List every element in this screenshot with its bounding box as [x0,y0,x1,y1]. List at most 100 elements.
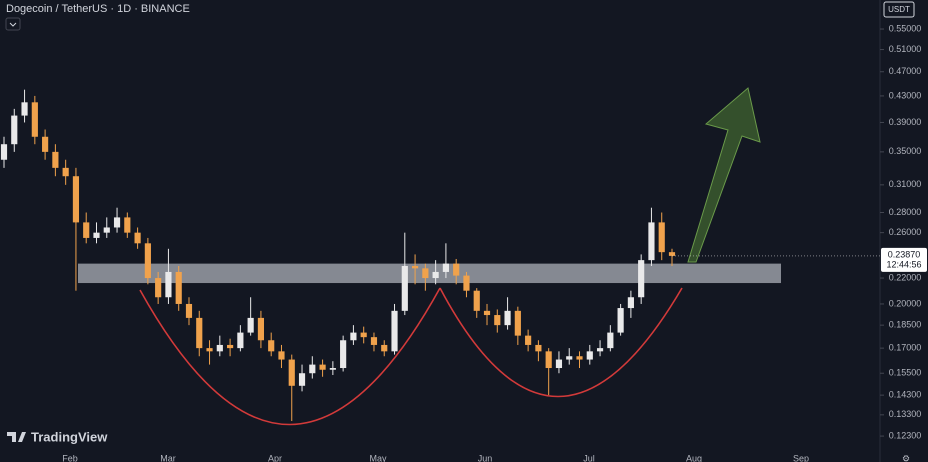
candle-body [278,351,285,360]
last-price-box [881,247,927,272]
candle-body [658,222,665,253]
candle-body [42,136,49,152]
cup-curve [439,287,683,398]
candle-body [175,271,182,304]
candle-body [627,297,634,309]
candle-body [247,317,254,333]
y-tick-label: 0.39000 [889,117,922,127]
candle-body [196,317,203,349]
candle-body [648,222,655,261]
y-tick-label: 0.31000 [889,179,922,189]
y-tick-label: 0.17000 [889,343,922,353]
candle-body [422,268,429,279]
y-tick-label: 0.26000 [889,227,922,237]
candle-body [0,144,8,160]
last-price-label: 0.23870 [888,249,921,259]
x-tick-label: Sep [793,453,809,462]
candle-body [309,364,316,374]
candle-body [596,348,604,352]
y-tick-label: 0.28000 [889,207,922,217]
candle-body [453,263,460,276]
candle-body [638,260,645,298]
x-tick-label: Jun [478,453,493,462]
candle-body [566,356,573,360]
candle-body [668,252,676,256]
candle-body [206,348,213,352]
candle-body [504,310,511,326]
candle-body [617,308,624,333]
x-tick-label: Jul [583,453,595,462]
candle-body [113,217,121,228]
candle-body [401,265,408,311]
candle-body [31,102,38,137]
up-arrow [687,87,761,263]
y-tick-label: 0.13300 [889,409,922,419]
candle-body [103,227,110,233]
candle-body [576,356,583,360]
candle-body [134,232,141,244]
candle-body [360,332,367,338]
candle-body [185,303,193,318]
candle-body [483,310,491,316]
currency-label: USDT [888,5,910,14]
candle-body [124,217,131,233]
candle-body [288,359,295,386]
y-tick-label: 0.20000 [889,298,922,308]
candle-body [268,340,275,352]
candle-body [494,315,501,326]
settings-icon: ⚙ [902,453,910,462]
candle-body [11,115,18,145]
logo-icon [7,432,26,442]
candle-body [227,344,234,349]
brand-logo: TradingView [7,429,108,444]
candle-body [216,344,223,352]
candle-body [257,317,265,341]
y-tick-label: 0.55000 [889,23,922,33]
candle-body [381,344,388,352]
y-tick-label: 0.22000 [889,272,922,282]
candle-body [391,310,398,352]
candle-body [350,332,357,341]
candle-body [555,359,563,369]
countdown-label: 12:44:56 [886,259,921,269]
candle-body [144,243,151,279]
candle-body [237,332,244,349]
candle-body [442,263,449,272]
support-zone [78,263,781,284]
x-tick-label: May [369,453,387,462]
y-tick-label: 0.14300 [889,390,922,400]
candle-body [319,364,326,370]
candle-body [545,351,552,369]
y-tick-label: 0.51000 [889,44,922,54]
candle-body [62,167,69,177]
chevron-icon [9,22,17,27]
candle-body [370,337,378,345]
x-tick-label: Aug [686,453,702,462]
candle-body [52,151,59,168]
chart-title: Dogecoin / TetherUS · 1D · BINANCE [6,3,190,15]
currency-box[interactable] [883,1,915,18]
candle-body [535,344,542,352]
candle-body [21,102,28,116]
candle-body [298,373,306,386]
candle-body [473,290,480,311]
plot-area [0,89,781,422]
x-tick-label: Feb [62,453,78,462]
candle-body [514,310,521,336]
candle-body [72,176,80,223]
candle-body [83,222,90,238]
candle-body [340,340,347,369]
candle-body [607,332,614,349]
y-tick-label: 0.15500 [889,368,922,378]
y-tick-label: 0.35000 [889,146,922,156]
candle-body [165,271,172,298]
cup-curve [139,287,441,426]
y-tick-label: 0.12300 [889,430,922,440]
y-tick-label: 0.43000 [889,90,922,100]
candle-body [432,271,439,279]
collapse-button[interactable] [5,17,21,31]
candle-body [155,278,162,298]
candle-body [525,335,532,345]
brand-name: TradingView [31,429,108,444]
